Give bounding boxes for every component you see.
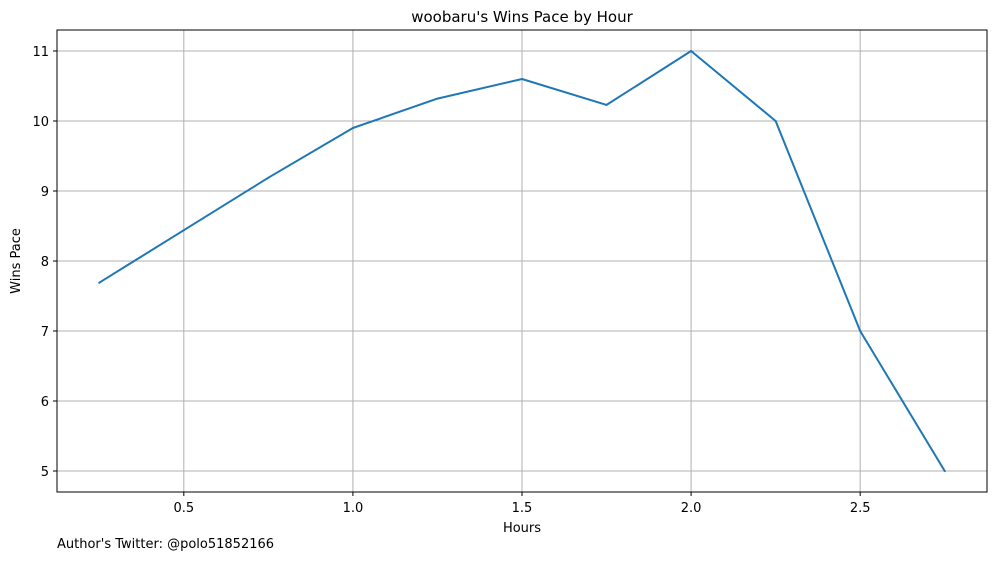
x-tick-label: 2.5 (850, 501, 871, 516)
data-point (351, 127, 354, 129)
y-axis-label: Wins Pace (9, 228, 24, 294)
y-tick-label: 7 (41, 325, 49, 340)
y-axis-ticks: 5 6 7 8 9 10 11 (32, 45, 57, 480)
x-axis-label: Hours (503, 521, 541, 536)
data-point (690, 50, 693, 52)
data-point (605, 103, 608, 106)
data-point (859, 330, 862, 332)
author-credit: Author's Twitter: @polo51852166 (57, 537, 275, 552)
y-tick-label: 9 (41, 185, 49, 200)
y-tick-label: 6 (41, 395, 49, 410)
x-tick-label: 2.0 (681, 501, 702, 516)
data-point (521, 78, 523, 80)
y-tick-label: 5 (41, 465, 49, 480)
y-tick-label: 11 (32, 45, 49, 60)
x-tick-label: 1.0 (343, 501, 364, 516)
grid-layer (57, 30, 987, 492)
data-point (182, 229, 185, 232)
x-tick-label: 1.5 (512, 501, 533, 516)
data-point (943, 470, 946, 472)
chart-title: woobaru's Wins Pace by Hour (411, 8, 633, 26)
data-point (267, 176, 270, 179)
y-tick-label: 8 (41, 255, 49, 270)
y-tick-label: 10 (32, 115, 49, 130)
x-tick-label: 0.5 (173, 501, 194, 516)
x-axis-ticks: 0.5 1.0 1.5 2.0 2.5 (173, 492, 871, 516)
data-point (98, 281, 101, 284)
data-point (436, 97, 439, 100)
data-point (774, 120, 777, 122)
series-layer (98, 50, 946, 472)
